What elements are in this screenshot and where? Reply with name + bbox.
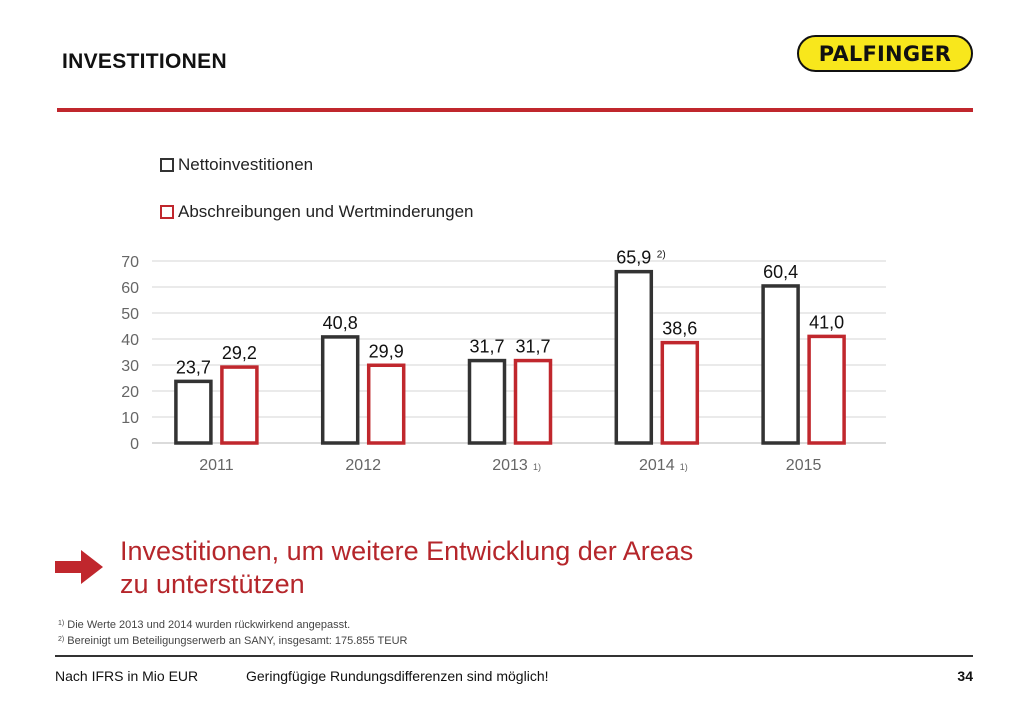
y-tick-label: 10 — [121, 410, 139, 427]
legend-swatch-icon — [160, 158, 174, 172]
footnotes: 1) Die Werte 2013 und 2014 wurden rückwi… — [58, 617, 407, 649]
bar-nettoinvestitionen-2012 — [320, 335, 360, 445]
x-tick-label: 2012 — [345, 457, 381, 474]
page-title: INVESTITIONEN — [62, 50, 227, 73]
legend-swatch-icon — [160, 205, 174, 219]
bar-nettoinvestitionen-2013 — [467, 358, 507, 445]
y-tick-label: 40 — [121, 332, 139, 349]
y-tick-label: 60 — [121, 280, 139, 297]
bar-nettoinvestitionen-2014 — [614, 269, 654, 445]
data-label: 23,7 — [176, 357, 211, 377]
x-tick-label: 2015 — [786, 457, 822, 474]
bar-abschreibungen-2014 — [660, 340, 700, 445]
data-label: 31,7 — [515, 337, 550, 357]
legend-label: Abschreibungen und Wertminderungen — [178, 202, 474, 221]
bar-abschreibungen-2012 — [366, 363, 406, 445]
bar-abschreibungen-2013 — [513, 358, 553, 445]
y-tick-label: 50 — [121, 306, 139, 323]
conclusion-text: Investitionen, um weitere Entwicklung de… — [120, 535, 693, 601]
footnote-1: 1) Die Werte 2013 und 2014 wurden rückwi… — [58, 619, 351, 631]
y-tick-label: 30 — [121, 358, 139, 375]
title-divider — [57, 108, 973, 112]
y-tick-label: 20 — [121, 384, 139, 401]
data-label-footnote-mark: 2) — [657, 250, 666, 261]
x-tick-label: 2011 — [199, 457, 234, 474]
x-tick-label: 2014 — [639, 457, 675, 474]
footnote-2: 2) Bereinigt um Beteiligungserwerb an SA… — [58, 635, 408, 647]
data-label: 31,7 — [469, 337, 504, 357]
arrow-right-icon — [55, 550, 103, 584]
bar-nettoinvestitionen-2015 — [761, 284, 800, 445]
bar-abschreibungen-2015 — [807, 334, 846, 445]
footer-divider — [55, 655, 973, 657]
bar-nettoinvestitionen-2011 — [174, 379, 213, 445]
bar-abschreibungen-2011 — [220, 365, 259, 445]
x-tick-footnote-mark: 1) — [680, 462, 688, 472]
x-tick-footnote-mark: 1) — [533, 462, 541, 472]
page-number: 34 — [957, 668, 973, 684]
data-label: 40,8 — [323, 313, 358, 333]
x-tick-label: 2013 — [492, 457, 528, 474]
data-label: 38,6 — [662, 319, 697, 339]
footer-basis: Nach IFRS in Mio EUR — [55, 668, 199, 684]
y-tick-label: 0 — [130, 436, 139, 453]
data-label: 65,9 — [616, 248, 651, 268]
data-label: 41,0 — [809, 312, 844, 332]
data-label: 29,9 — [369, 341, 404, 361]
legend-item-abschreibungen: Abschreibungen und Wertminderungen — [160, 202, 474, 222]
legend-item-nettoinvestitionen: Nettoinvestitionen — [160, 155, 313, 175]
palfinger-logo: PALFINGER — [797, 35, 973, 72]
data-label: 29,2 — [222, 343, 257, 363]
legend-label: Nettoinvestitionen — [178, 155, 314, 174]
footer-disclaimer: Geringfügige Rundungsdifferenzen sind mö… — [246, 668, 549, 684]
conclusion-line-2: zu unterstützen — [120, 569, 305, 599]
data-label: 60,4 — [763, 262, 798, 282]
y-tick-label: 70 — [121, 254, 139, 271]
conclusion-line-1: Investitionen, um weitere Entwicklung de… — [120, 536, 694, 566]
logo-text: PALFINGER — [818, 41, 952, 66]
